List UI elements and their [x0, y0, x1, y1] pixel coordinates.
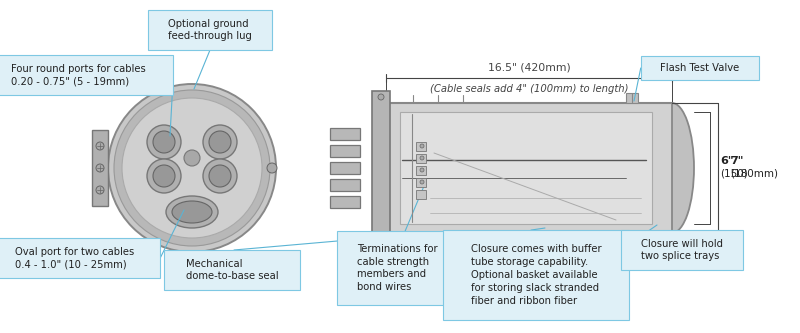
Circle shape	[267, 163, 277, 173]
Text: Terminations for
cable strength
members and
bond wires: Terminations for cable strength members …	[357, 244, 438, 292]
FancyBboxPatch shape	[443, 230, 629, 320]
Text: (180mm): (180mm)	[730, 169, 778, 179]
Ellipse shape	[166, 196, 218, 228]
Text: Closure will hold
two splice trays: Closure will hold two splice trays	[641, 239, 723, 261]
Circle shape	[147, 159, 181, 193]
Circle shape	[420, 156, 424, 160]
Circle shape	[203, 125, 237, 159]
FancyBboxPatch shape	[148, 10, 272, 50]
FancyBboxPatch shape	[330, 145, 360, 157]
FancyBboxPatch shape	[386, 103, 672, 233]
FancyBboxPatch shape	[416, 154, 426, 163]
Text: (150): (150)	[720, 169, 748, 179]
Circle shape	[209, 131, 231, 153]
Circle shape	[153, 165, 175, 187]
Circle shape	[122, 98, 262, 238]
FancyBboxPatch shape	[416, 190, 426, 199]
Circle shape	[420, 168, 424, 172]
FancyBboxPatch shape	[92, 130, 108, 206]
Text: (Cable seals add 4" (100mm) to length): (Cable seals add 4" (100mm) to length)	[430, 84, 628, 94]
FancyBboxPatch shape	[621, 230, 743, 270]
Text: Optional ground
feed-through lug: Optional ground feed-through lug	[168, 19, 252, 41]
Circle shape	[114, 90, 270, 246]
Circle shape	[108, 84, 276, 252]
Circle shape	[378, 236, 384, 242]
Text: 16.5" (420mm): 16.5" (420mm)	[488, 63, 570, 73]
Circle shape	[96, 186, 104, 194]
FancyBboxPatch shape	[337, 231, 457, 305]
Text: 6": 6"	[720, 156, 734, 166]
Circle shape	[96, 142, 104, 150]
Circle shape	[96, 164, 104, 172]
Ellipse shape	[172, 201, 212, 223]
Circle shape	[147, 125, 181, 159]
FancyBboxPatch shape	[330, 128, 360, 140]
Circle shape	[420, 180, 424, 184]
Text: Closure comes with buffer
tube storage capability.
Optional basket available
for: Closure comes with buffer tube storage c…	[470, 244, 602, 306]
FancyBboxPatch shape	[416, 142, 426, 151]
Text: Mechanical
dome-to-base seal: Mechanical dome-to-base seal	[186, 259, 278, 281]
Text: Flash Test Valve: Flash Test Valve	[660, 63, 740, 73]
Circle shape	[420, 144, 424, 148]
Text: Four round ports for cables
0.20 - 0.75" (5 - 19mm): Four round ports for cables 0.20 - 0.75"…	[10, 64, 146, 86]
FancyBboxPatch shape	[372, 91, 390, 245]
FancyBboxPatch shape	[330, 162, 360, 174]
Circle shape	[203, 159, 237, 193]
Text: Oval port for two cables
0.4 - 1.0" (10 - 25mm): Oval port for two cables 0.4 - 1.0" (10 …	[15, 247, 134, 269]
Circle shape	[184, 150, 200, 166]
Circle shape	[378, 94, 384, 100]
FancyBboxPatch shape	[0, 55, 174, 95]
FancyBboxPatch shape	[164, 250, 300, 290]
FancyBboxPatch shape	[416, 166, 426, 175]
FancyBboxPatch shape	[400, 112, 652, 224]
FancyBboxPatch shape	[650, 103, 672, 233]
Ellipse shape	[650, 103, 694, 233]
FancyBboxPatch shape	[0, 238, 160, 278]
FancyBboxPatch shape	[330, 179, 360, 191]
FancyBboxPatch shape	[330, 196, 360, 208]
FancyBboxPatch shape	[626, 93, 638, 103]
Circle shape	[153, 131, 175, 153]
Circle shape	[209, 165, 231, 187]
FancyBboxPatch shape	[641, 56, 759, 80]
Text: 7": 7"	[730, 156, 743, 166]
FancyBboxPatch shape	[416, 178, 426, 187]
